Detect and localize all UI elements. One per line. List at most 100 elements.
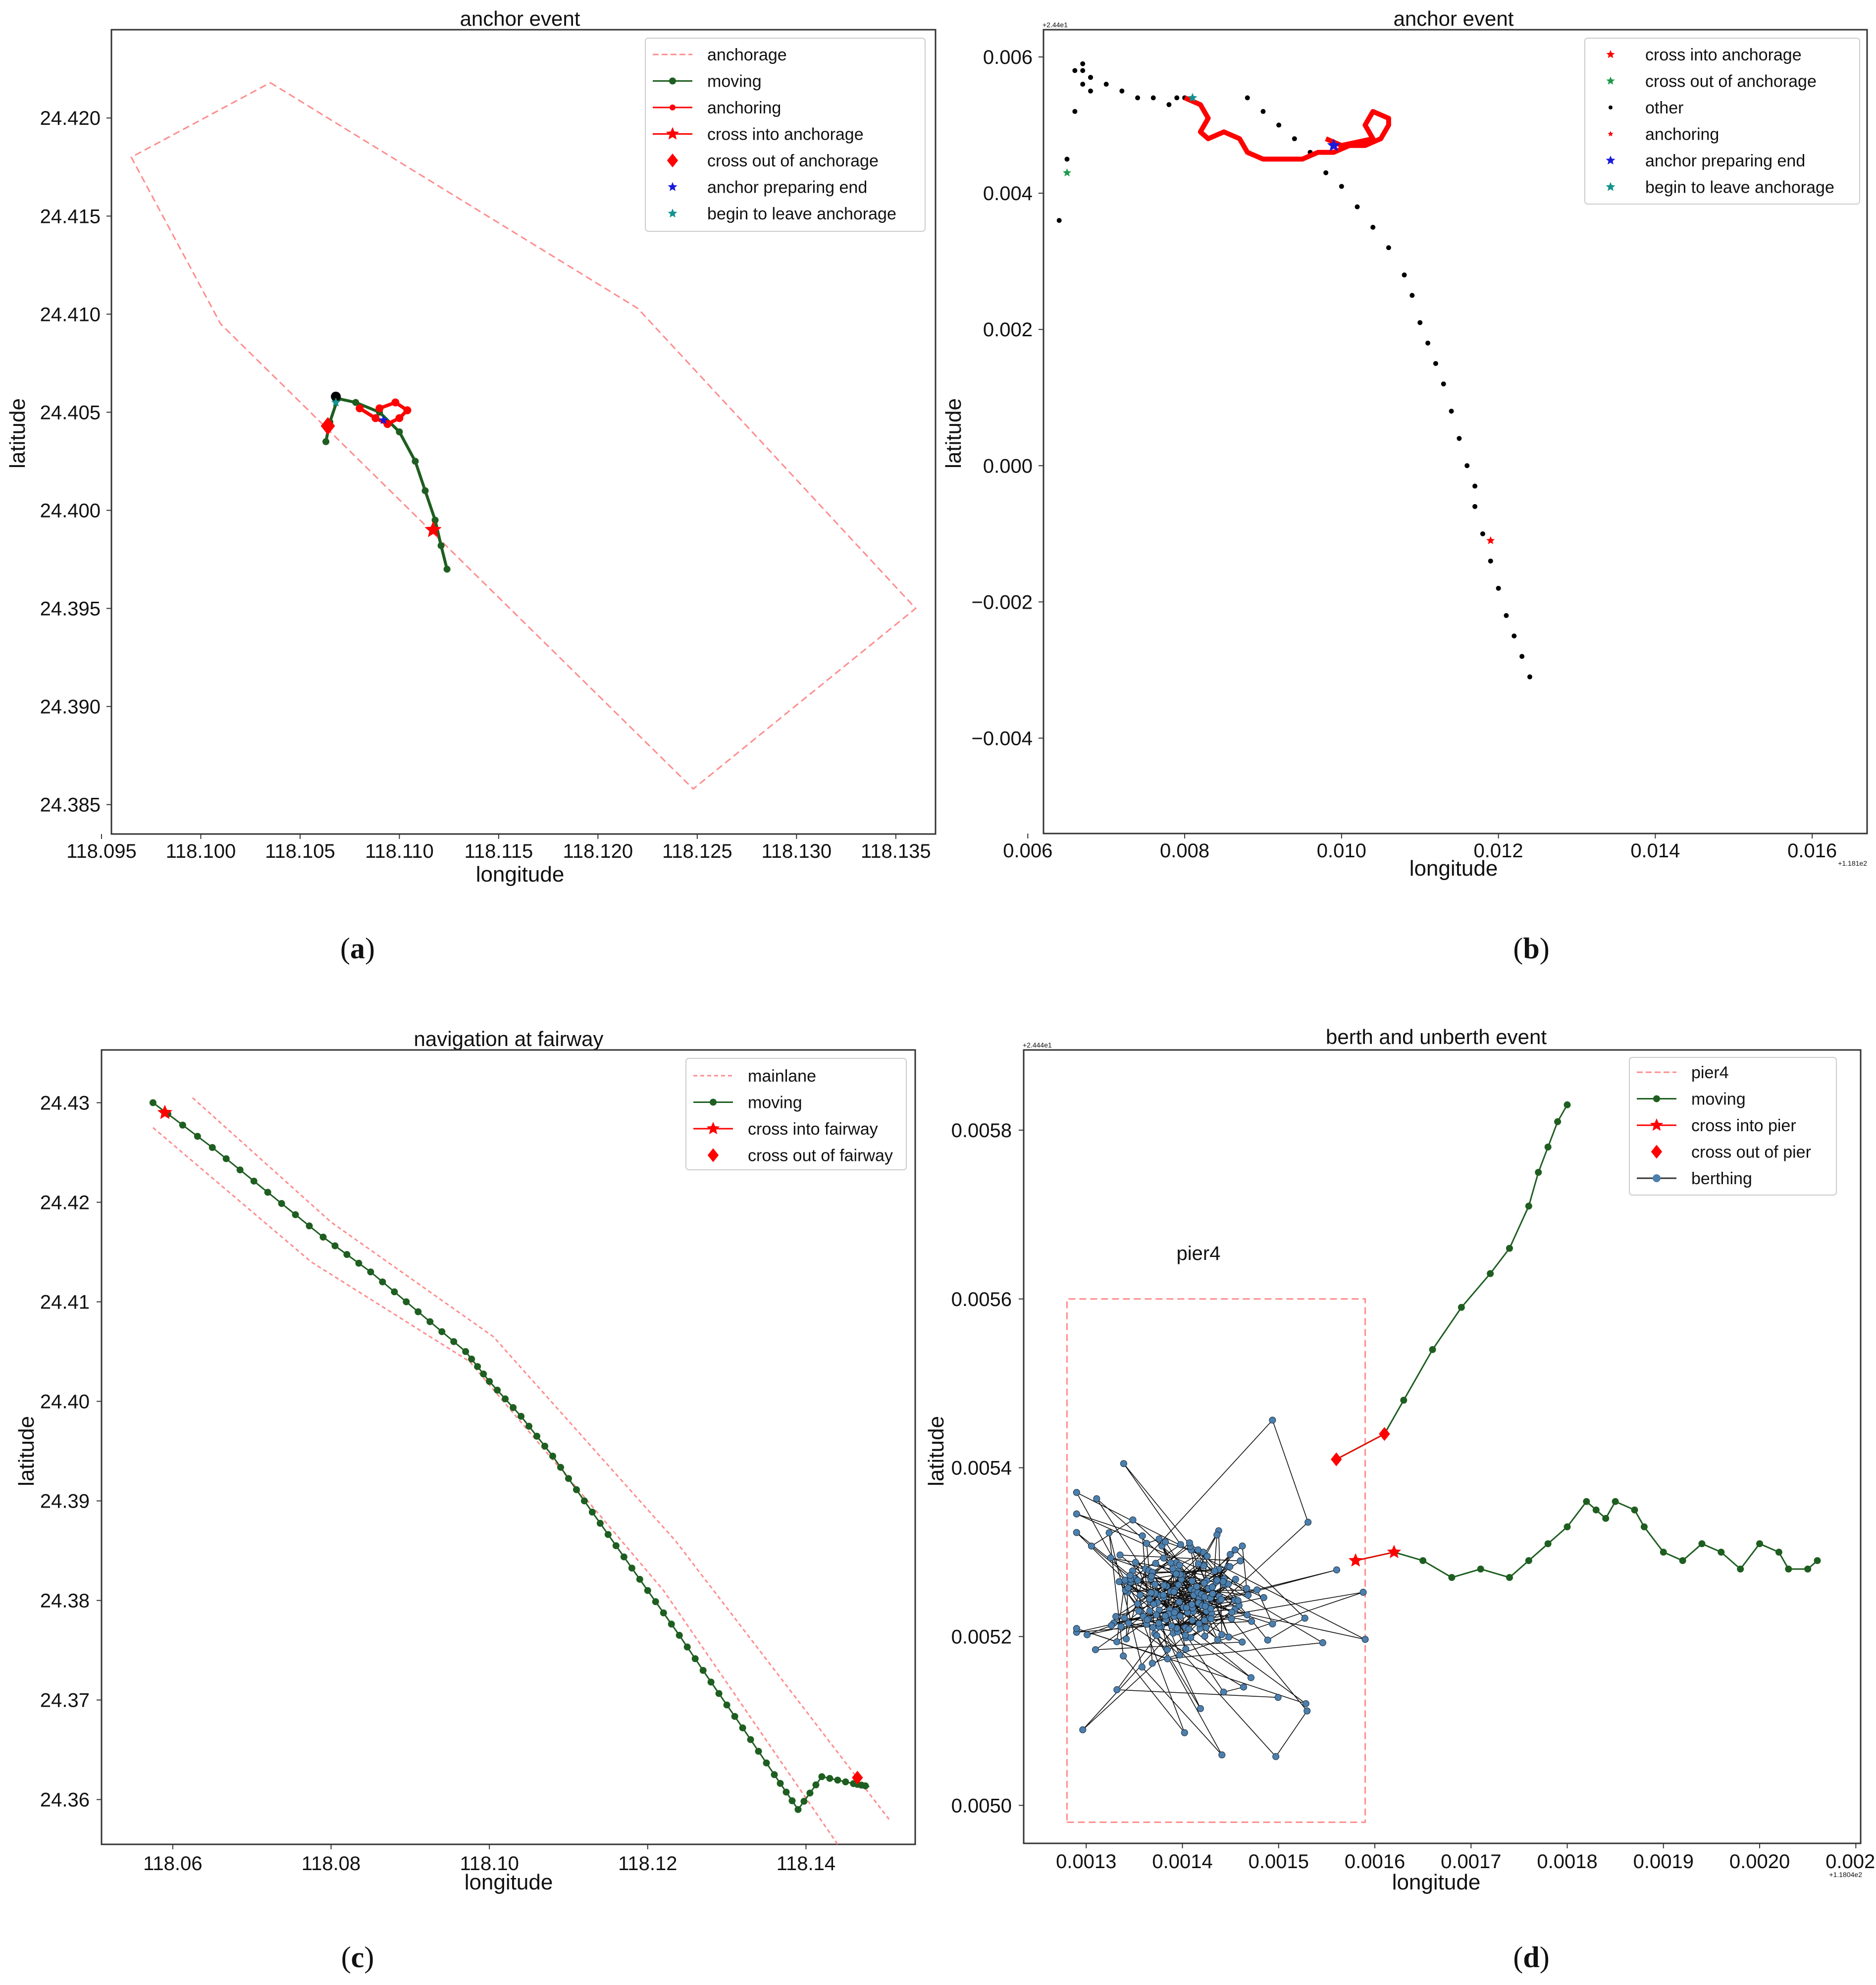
moving-point — [1814, 1557, 1821, 1565]
berthing-point — [1093, 1495, 1100, 1503]
legend: pier4 moving cross into pier cross out of p… — [1629, 1057, 1837, 1196]
other-point — [1276, 122, 1282, 128]
legend: mainlane moving cross into fairway cross ou… — [685, 1058, 907, 1170]
berthing-point — [1181, 1729, 1188, 1736]
x-tick-label: 0.0019 — [1633, 1851, 1694, 1873]
berthing-point — [1168, 1622, 1175, 1629]
berthing-point — [1304, 1518, 1312, 1526]
other-point — [1488, 558, 1493, 564]
moving-point — [486, 1378, 493, 1385]
panel-b-anchor-event: anchor event +2.44e1 0.006 0.008 0.010 0.01… — [941, 7, 1868, 965]
moving-point — [194, 1133, 201, 1140]
other-point — [1135, 95, 1141, 101]
moving-point — [1563, 1101, 1571, 1108]
moving-point — [612, 1542, 620, 1549]
moving-point — [573, 1486, 580, 1493]
moving-point — [541, 1442, 549, 1450]
moving-point — [292, 1211, 299, 1218]
mainlane-upper-boundary — [192, 1097, 890, 1820]
other-point — [1449, 409, 1454, 414]
other-point — [1511, 633, 1517, 639]
anchoring-track — [1184, 95, 1391, 162]
moving-point — [747, 1736, 754, 1743]
legend-entry: anchoring — [1645, 125, 1719, 144]
moving-point — [683, 1643, 691, 1651]
berthing-point — [1175, 1581, 1182, 1589]
berthing-point — [1139, 1532, 1146, 1540]
berthing-point — [1150, 1601, 1157, 1608]
moving-track — [152, 1102, 870, 1811]
y-axis-label: latitude — [924, 1416, 948, 1486]
moving-point — [1698, 1540, 1706, 1547]
berthing-point — [1182, 1645, 1190, 1653]
berthing-point — [1269, 1620, 1276, 1627]
moving-point — [502, 1395, 509, 1403]
legend-entry: cross out of anchorage — [707, 152, 879, 170]
legend-swatch-marker — [1606, 76, 1615, 85]
moving-point — [403, 1298, 410, 1306]
moving-point — [620, 1553, 627, 1561]
other-point — [1441, 381, 1446, 387]
berthing-point — [1121, 1614, 1128, 1621]
x-tick-labels: 0.006 0.008 0.010 0.012 0.014 0.016 — [1003, 834, 1837, 862]
legend-box — [1584, 38, 1860, 205]
moving-point — [525, 1422, 533, 1430]
moving-point — [788, 1797, 796, 1805]
moving-point — [1602, 1515, 1610, 1522]
berthing-point — [1301, 1615, 1308, 1622]
panel-label-b: (b) — [1513, 932, 1549, 965]
y-tick-label: 24.420 — [40, 107, 101, 129]
moving-point — [1506, 1574, 1513, 1581]
berthing-point — [1333, 1566, 1340, 1573]
legend-entry: moving — [707, 72, 762, 91]
legend-swatch-marker — [710, 1098, 717, 1106]
legend-swatch-marker — [668, 182, 677, 191]
other-point — [1480, 531, 1485, 536]
moving-point — [668, 1620, 675, 1628]
anchoring-point — [371, 414, 380, 422]
berthing-point — [1194, 1546, 1201, 1554]
moving-point — [1429, 1346, 1436, 1354]
legend-entry: begin to leave anchorage — [707, 205, 896, 223]
berthing-point — [1155, 1535, 1163, 1543]
legend-entry: cross out of fairway — [748, 1147, 893, 1165]
berthing-point — [1209, 1583, 1216, 1591]
legend-swatch-marker — [1653, 1095, 1660, 1102]
berthing-point — [1112, 1613, 1120, 1620]
moving-point — [343, 1251, 351, 1258]
berthing-point — [1219, 1578, 1227, 1585]
plot-frame — [1042, 29, 1868, 835]
anchorage-boundary — [130, 82, 917, 790]
moving-point — [676, 1631, 683, 1639]
legend-entry: anchor preparing end — [1645, 152, 1805, 170]
berthing-point — [1088, 1542, 1095, 1550]
moving-point — [1640, 1523, 1648, 1530]
chart-title: navigation at fairway — [414, 1027, 604, 1050]
berthing-point — [1120, 1460, 1127, 1467]
berthing-point — [1209, 1590, 1216, 1597]
moving-point — [806, 1789, 814, 1797]
moving-point — [842, 1778, 849, 1785]
y-tick-label: 24.42 — [40, 1192, 90, 1214]
berthing-point — [1146, 1595, 1153, 1603]
legend-box — [685, 1058, 907, 1170]
moving-point — [480, 1370, 487, 1378]
x-tick-label: 0.0018 — [1537, 1851, 1597, 1873]
y-tick-label: 24.390 — [40, 696, 101, 718]
berthing-point — [1226, 1563, 1234, 1570]
moving-track-east — [1355, 1500, 1818, 1578]
x-tick-label: 0.014 — [1630, 840, 1680, 862]
berthing-point — [1126, 1572, 1134, 1579]
moving-point — [1785, 1566, 1792, 1573]
berthing-point — [1160, 1582, 1168, 1589]
berthing-point — [1176, 1562, 1183, 1569]
berthing-point — [1234, 1597, 1242, 1604]
moving-point — [278, 1200, 285, 1207]
moving-point — [533, 1432, 541, 1440]
x-tick-label: 0.016 — [1787, 840, 1837, 862]
begin-to-leave-anchorage-marker — [331, 397, 341, 407]
moving-point — [1592, 1506, 1600, 1514]
other-point — [1472, 504, 1478, 509]
berthing-point — [1152, 1560, 1159, 1567]
